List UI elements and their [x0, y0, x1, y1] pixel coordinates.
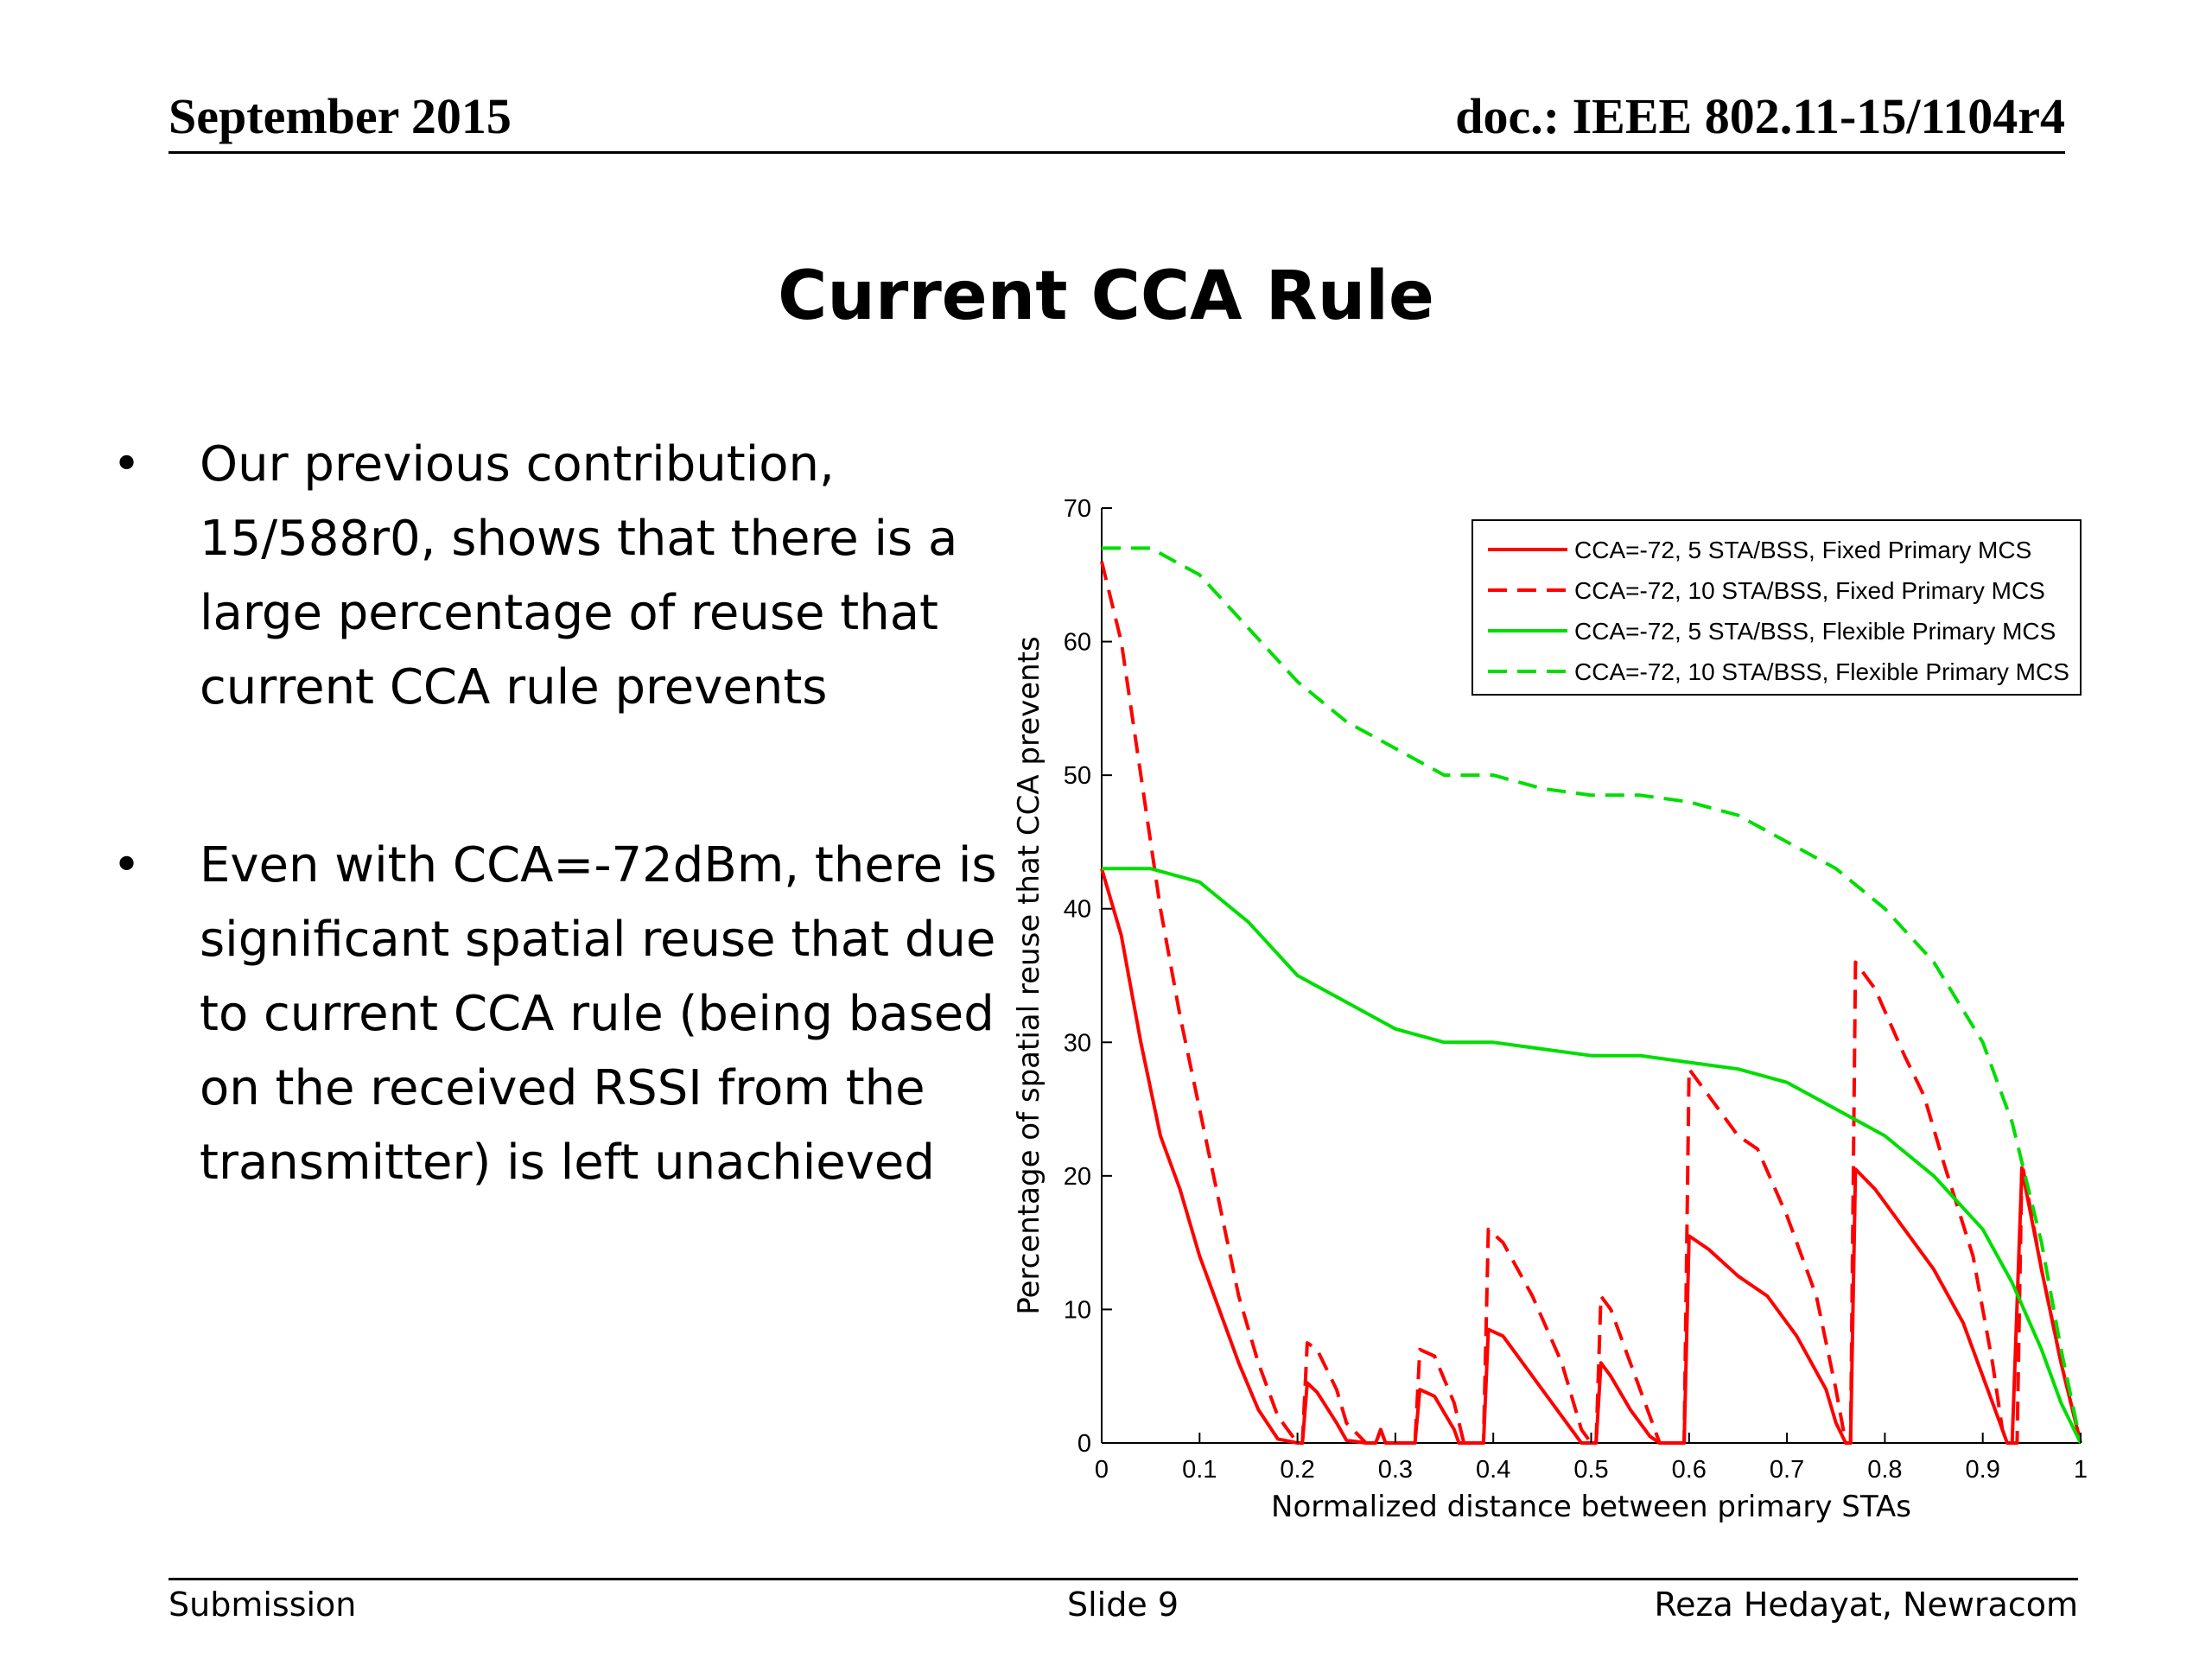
slide-footer: Submission Slide 9 Reza Hedayat, Newraco…: [168, 1578, 2078, 1624]
bullet-symbol: •: [112, 837, 142, 893]
legend-entry: CCA=-72, 10 STA/BSS, Flexible Primary MC…: [1574, 658, 2069, 685]
series-line-1: [1100, 868, 2082, 1445]
footer-slide-number: Slide 9: [1067, 1586, 1179, 1624]
x-tick-label: 1: [2074, 1456, 2088, 1484]
y-tick-label: 20: [1064, 1163, 1091, 1191]
y-tick-label: 0: [1077, 1430, 1091, 1458]
y-tick-label: 30: [1064, 1029, 1091, 1057]
series-line-3: [1102, 867, 2082, 1444]
x-tick-label: 0.6: [1672, 1456, 1707, 1484]
x-tick-label: 0.9: [1966, 1456, 2000, 1484]
x-tick-label: 0.5: [1573, 1456, 1608, 1484]
x-tick-label: 0.7: [1770, 1456, 1804, 1484]
bullet-symbol: •: [112, 436, 142, 493]
header-doc-id: doc.: IEEE 802.11-15/1104r4: [1455, 88, 2065, 144]
bullet-item: • Even with CCA=-72dBm, there is signifi…: [112, 829, 1002, 1200]
footer-author: Reza Hedayat, Newracom: [1654, 1586, 2078, 1624]
legend-entry: CCA=-72, 10 STA/BSS, Fixed Primary MCS: [1574, 577, 2045, 604]
x-tick-label: 0.3: [1378, 1456, 1413, 1484]
bullet-list: • Our previous contribution, 15/588r0, s…: [112, 428, 1002, 1200]
legend-entry: CCA=-72, 5 STA/BSS, Fixed Primary MCS: [1574, 537, 2031, 563]
x-tick-label: 0.8: [1867, 1456, 1902, 1484]
bullet-text: Our previous contribution, 15/588r0, sho…: [200, 436, 958, 715]
x-tick-label: 0.4: [1476, 1456, 1510, 1484]
header-date: September 2015: [168, 88, 512, 144]
x-tick-label: 0: [1095, 1456, 1109, 1484]
y-tick-label: 50: [1064, 762, 1091, 790]
footer-submission: Submission: [168, 1586, 357, 1624]
chart-svg: 0 0.1 0.2 0.3 0.4 0.5 0.6 0.7 0.8 0.9 101020304050…: [1012, 495, 2088, 1524]
series-line-4: [1102, 546, 2082, 1444]
line-chart: 0 0.1 0.2 0.3 0.4 0.5 0.6 0.7 0.8 0.9 1 0 10 20 30 40 50…: [994, 467, 2108, 1538]
y-tick-label: 70: [1064, 495, 1091, 523]
x-tick-label: 0.1: [1182, 1456, 1217, 1484]
y-tick-label: 60: [1064, 629, 1091, 657]
x-axis-label: Normalized distance between primary STAs: [1271, 1490, 1911, 1524]
y-tick-label: 40: [1064, 896, 1091, 924]
slide-title: Current CCA Rule: [778, 257, 1434, 335]
bullet-item: • Our previous contribution, 15/588r0, s…: [112, 428, 1002, 725]
legend-entry: CCA=-72, 5 STA/BSS, Flexible Primary MCS: [1574, 618, 2056, 645]
bullet-text: Even with CCA=-72dBm, there is significa…: [200, 837, 997, 1191]
legend-box: [1471, 519, 2082, 696]
y-tick-label: 10: [1064, 1296, 1091, 1324]
y-axis-label: Percentage of spatial reuse that CCA pre…: [1012, 636, 1046, 1315]
slide-header: September 2015 doc.: IEEE 802.11-15/1104…: [168, 82, 2065, 154]
x-tick-label: 0.2: [1280, 1456, 1314, 1484]
series-line-2: [1100, 561, 2082, 1445]
